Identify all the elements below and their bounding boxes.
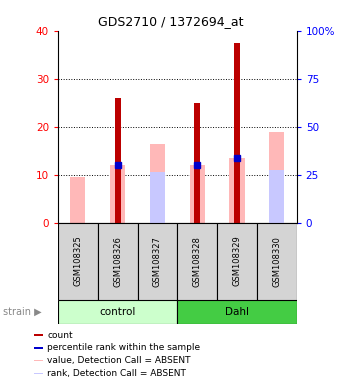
Text: percentile rank within the sample: percentile rank within the sample: [47, 343, 200, 352]
Bar: [115, 98, 121, 223]
Text: strain ▶: strain ▶: [3, 307, 42, 317]
Text: GSM108327: GSM108327: [153, 236, 162, 286]
Bar: [194, 103, 200, 223]
Text: GSM108325: GSM108325: [73, 236, 83, 286]
Bar: [229, 158, 244, 223]
Bar: [34, 347, 43, 349]
Text: Dahl: Dahl: [225, 307, 249, 317]
Bar: [34, 372, 43, 374]
Bar: [98, 223, 137, 300]
Text: GDS2710 / 1372694_at: GDS2710 / 1372694_at: [98, 15, 243, 28]
Text: control: control: [100, 307, 136, 317]
Bar: [269, 170, 284, 223]
Bar: [58, 300, 177, 324]
Bar: [150, 172, 165, 223]
Bar: [34, 334, 43, 336]
Bar: [234, 43, 240, 223]
Text: GSM108329: GSM108329: [233, 236, 241, 286]
Bar: [137, 223, 177, 300]
Bar: [217, 223, 257, 300]
Bar: [58, 223, 98, 300]
Bar: [190, 165, 205, 223]
Text: GSM108326: GSM108326: [113, 236, 122, 286]
Bar: [110, 165, 125, 223]
Bar: [177, 300, 297, 324]
Bar: [150, 144, 165, 223]
Bar: [70, 177, 85, 223]
Text: count: count: [47, 331, 73, 339]
Text: GSM108330: GSM108330: [272, 236, 281, 286]
Text: GSM108328: GSM108328: [193, 236, 202, 286]
Bar: [34, 360, 43, 361]
Bar: [269, 131, 284, 223]
Text: value, Detection Call = ABSENT: value, Detection Call = ABSENT: [47, 356, 191, 365]
Text: rank, Detection Call = ABSENT: rank, Detection Call = ABSENT: [47, 369, 186, 378]
Bar: [177, 223, 217, 300]
Bar: [257, 223, 297, 300]
